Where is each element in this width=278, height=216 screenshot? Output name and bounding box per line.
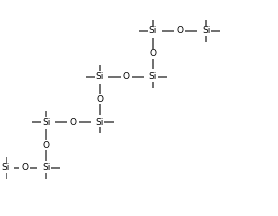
Text: Si: Si — [42, 118, 50, 127]
Text: O: O — [43, 141, 50, 149]
Text: O: O — [150, 49, 157, 58]
Text: Si: Si — [202, 26, 210, 35]
Text: O: O — [70, 118, 76, 127]
Text: O: O — [96, 95, 103, 104]
Text: Si: Si — [1, 163, 10, 172]
Text: Si: Si — [95, 72, 104, 81]
Text: Si: Si — [149, 72, 157, 81]
Text: O: O — [21, 163, 28, 172]
Text: Si: Si — [149, 26, 157, 35]
Text: Si: Si — [95, 118, 104, 127]
Text: O: O — [176, 26, 183, 35]
Text: O: O — [123, 72, 130, 81]
Text: Si: Si — [42, 163, 50, 172]
